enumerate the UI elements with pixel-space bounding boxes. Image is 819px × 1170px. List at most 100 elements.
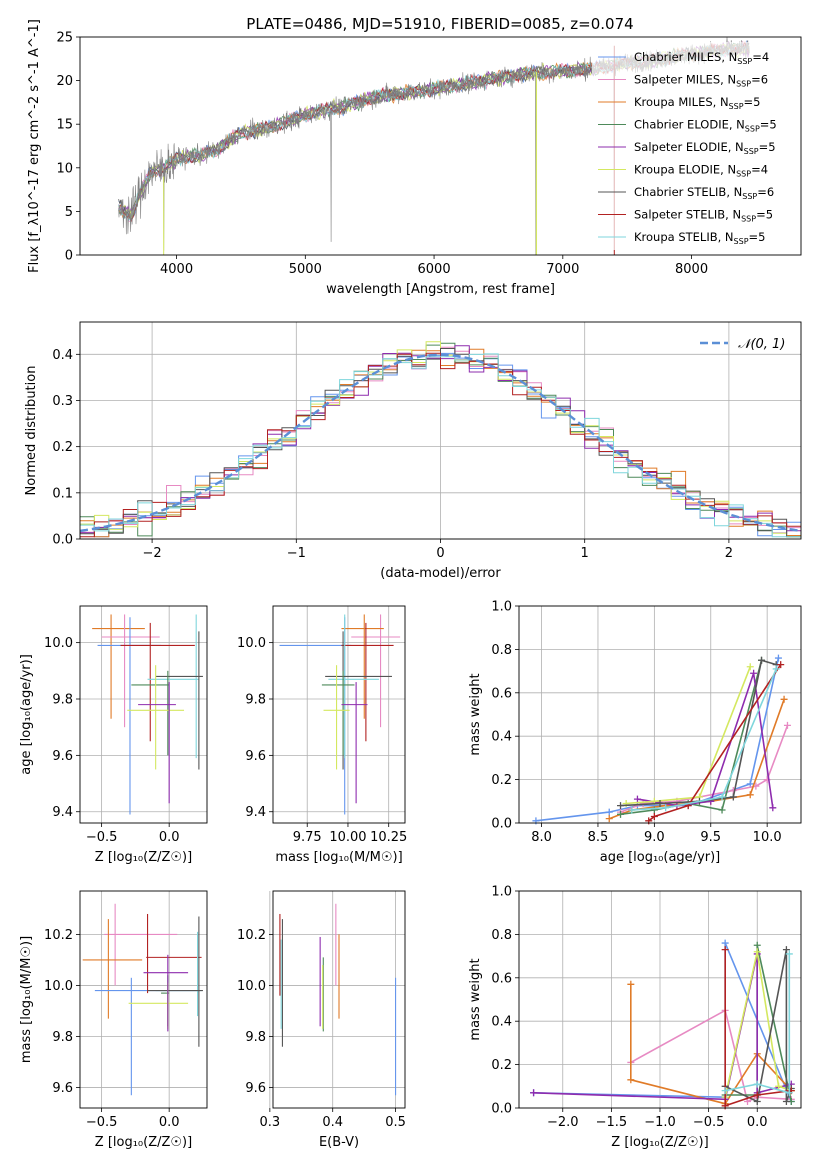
legend-nssp: =5 bbox=[756, 208, 773, 222]
y-tick-label: 9.8 bbox=[245, 1030, 266, 1045]
mass-weight-marker bbox=[758, 656, 766, 664]
massweight-vs-age-panel: 8.0 8.5 9.0 9.5 10.0 0.0 0.2 0.4 0.6 0.8 1.0 age [l… bbox=[468, 600, 802, 865]
x-tick-label: −1.0 bbox=[644, 1115, 676, 1130]
x-axis-label: Z [log₁₀(Z/Z☉)] bbox=[95, 850, 192, 865]
mass-weight-marker bbox=[729, 793, 737, 801]
x-tick-label: 0.5 bbox=[385, 1115, 406, 1130]
legend-nssp: =5 bbox=[760, 118, 777, 132]
y-tick-label: 25 bbox=[56, 31, 73, 46]
mass-weight-marker bbox=[627, 980, 635, 988]
mass-weight-marker bbox=[746, 791, 754, 799]
x-axis-label: mass [log₁₀(M/M☉)] bbox=[275, 850, 402, 865]
legend-nssp: =5 bbox=[759, 140, 776, 154]
y-tick-label: 0.8 bbox=[491, 643, 512, 658]
mass-weight-marker bbox=[750, 669, 758, 677]
legend-name: Chabrier STELIB, N bbox=[634, 185, 742, 199]
x-tick-label: 8.5 bbox=[588, 830, 609, 845]
mass-weight-line bbox=[620, 660, 763, 816]
legend-subscript: SSP bbox=[729, 102, 744, 111]
y-tick-label: 0.0 bbox=[52, 533, 73, 548]
legend-entry: Kroupa ELODIE, NSSP=4 bbox=[634, 163, 768, 179]
mass-weight-marker bbox=[633, 795, 641, 803]
x-tick-label: −0.5 bbox=[693, 1115, 725, 1130]
x-axis-label: E(B-V) bbox=[319, 1135, 359, 1150]
mass-weight-marker bbox=[777, 661, 785, 669]
y-tick-label: 10.0 bbox=[237, 636, 266, 651]
y-tick-label: 9.8 bbox=[52, 1030, 73, 1045]
axes-frame bbox=[518, 605, 802, 824]
figure-title: PLATE=0486, MJD=51910, FIBERID=0085, z=0… bbox=[246, 15, 633, 33]
mass-weight-line bbox=[724, 951, 792, 1098]
legend-nssp: =4 bbox=[751, 163, 768, 177]
y-tick-label: 0.4 bbox=[52, 348, 73, 363]
y-tick-label: 0.6 bbox=[491, 971, 512, 986]
x-tick-label: −0.5 bbox=[86, 1115, 118, 1130]
mass-weight-marker bbox=[772, 665, 780, 673]
x-axis-label: Z [log₁₀(Z/Z☉)] bbox=[95, 1135, 192, 1150]
mass-weight-marker bbox=[769, 804, 777, 812]
mass-weight-marker bbox=[650, 806, 658, 814]
mass-weight-line bbox=[533, 942, 793, 1102]
mass-weight-line bbox=[631, 668, 777, 811]
mass-weight-marker bbox=[744, 1097, 752, 1105]
y-tick-label: 0.4 bbox=[491, 730, 512, 745]
legend-name: Kroupa STELIB, N bbox=[634, 230, 734, 244]
y-tick-label: 9.4 bbox=[245, 805, 266, 820]
mass-weight-marker bbox=[780, 695, 788, 703]
legend-name: Kroupa ELODIE, N bbox=[634, 163, 736, 177]
x-tick-label: 7000 bbox=[546, 262, 579, 277]
mass-weight-marker bbox=[782, 946, 790, 954]
mass-weight-marker bbox=[774, 654, 782, 662]
mass-weight-marker bbox=[617, 802, 625, 810]
y-tick-label: 9.6 bbox=[245, 749, 266, 764]
y-tick-label: 9.6 bbox=[52, 749, 73, 764]
legend-entry: Kroupa MILES, NSSP=5 bbox=[634, 95, 760, 111]
mass-weight-marker bbox=[753, 948, 761, 956]
legend-subscript: SSP bbox=[744, 147, 759, 156]
y-tick-label: 20 bbox=[56, 74, 73, 89]
legend-subscript: SSP bbox=[742, 192, 757, 201]
legend-entry: Salpeter MILES, NSSP=6 bbox=[634, 73, 768, 89]
age-vs-mass-panel: 9.75 10.00 10.25 9.4 9.6 9.8 10.0 mass [log₁₀(M… bbox=[237, 605, 407, 865]
mass-weight-marker bbox=[718, 793, 726, 801]
y-tick-label: 0.4 bbox=[491, 1015, 512, 1030]
y-axis-label: Flux [f_λ10^-17 erg cm^-2 s^-1 A^-1] bbox=[27, 19, 42, 273]
y-axis-label: mass weight bbox=[468, 958, 483, 1040]
y-tick-label: 0.0 bbox=[491, 817, 512, 832]
y-tick-label: 5 bbox=[65, 205, 73, 220]
y-tick-label: 10 bbox=[56, 161, 73, 176]
x-tick-label: −2.0 bbox=[547, 1115, 579, 1130]
mass-weight-marker bbox=[662, 804, 670, 812]
mass-weight-line bbox=[626, 666, 751, 805]
residual-histogram-step bbox=[80, 352, 801, 538]
y-tick-label: 0.2 bbox=[491, 1058, 512, 1073]
y-tick-label: 10.0 bbox=[44, 636, 73, 651]
x-tick-label: 10.25 bbox=[370, 830, 407, 845]
legend-subscript: SSP bbox=[741, 215, 756, 224]
legend-nssp: =6 bbox=[751, 73, 768, 87]
axes-frame bbox=[79, 36, 802, 256]
mass-weight-marker bbox=[721, 946, 729, 954]
mass-weight-marker bbox=[753, 1097, 761, 1105]
legend-name: Kroupa MILES, N bbox=[634, 95, 729, 109]
y-axis-label: Normed distribution bbox=[24, 366, 39, 496]
y-tick-label: 0.3 bbox=[52, 394, 73, 409]
y-tick-label: 9.8 bbox=[52, 693, 73, 708]
legend-entry: Salpeter ELODIE, NSSP=5 bbox=[634, 140, 776, 156]
mass-weight-marker bbox=[639, 799, 647, 807]
legend-nssp: =5 bbox=[744, 95, 761, 109]
y-tick-label: 0.0 bbox=[491, 1102, 512, 1117]
axes-frame bbox=[272, 605, 406, 824]
y-tick-label: 9.4 bbox=[52, 805, 73, 820]
y-tick-label: 10.2 bbox=[237, 928, 266, 943]
mass-weight-marker bbox=[729, 786, 737, 794]
x-tick-label: 9.75 bbox=[293, 830, 322, 845]
x-tick-label: 8.0 bbox=[531, 830, 552, 845]
age-vs-metallicity-panel: −0.5 0.0 9.4 9.6 9.8 10.0 Z [log₁₀(Z/Z☉)] age [… bbox=[19, 605, 208, 865]
residuals-panel: −2 −1 0 1 2 0.0 0.1 0.2 0.3 0.4 (data-model)/error… bbox=[24, 321, 802, 581]
legend-box bbox=[592, 42, 798, 250]
y-tick-label: 10.0 bbox=[237, 979, 266, 994]
legend-subscript: SSP bbox=[736, 170, 751, 179]
